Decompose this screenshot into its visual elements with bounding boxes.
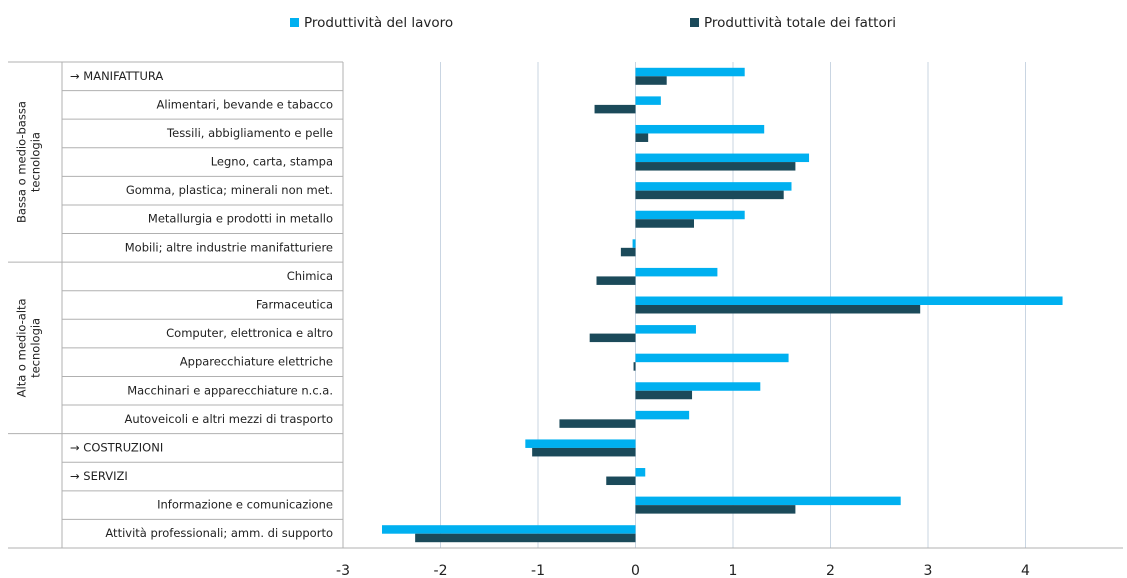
category-label: Autoveicoli e altri mezzi di trasporto [125, 412, 333, 426]
bar [596, 276, 636, 285]
bar [635, 267, 718, 277]
bar [632, 239, 636, 248]
bar [635, 496, 901, 506]
bar [525, 439, 636, 448]
legend-swatch [290, 18, 299, 27]
x-tick-label: 4 [1021, 563, 1030, 578]
bar [635, 296, 1063, 305]
bar [559, 419, 636, 428]
legend-label: Produttività totale dei fattori [704, 15, 896, 31]
bar [635, 505, 796, 514]
group-label: Bassa o medio-bassa [15, 101, 29, 223]
bar [635, 76, 667, 85]
group-label: Alta o medio-alta [15, 298, 29, 397]
category-label: Legno, carta, stampa [211, 155, 333, 169]
bar [635, 382, 761, 391]
group-label: tecnologia [29, 318, 43, 378]
bar [635, 390, 693, 400]
category-label: Gomma, plastica; minerali non met. [126, 183, 333, 197]
category-label: Apparecchiature elettriche [180, 355, 333, 369]
bar [635, 124, 765, 134]
bar [635, 305, 921, 314]
category-label: Attività professionali; amm. di supporto [105, 526, 333, 540]
bar [635, 190, 784, 200]
x-tick-label: -2 [434, 563, 448, 578]
bar [635, 325, 696, 334]
legend-swatch [690, 18, 699, 27]
bar [415, 533, 636, 543]
x-tick-label: -1 [531, 563, 545, 578]
bar [594, 104, 636, 114]
category-label: Mobili; altre industrie manifatturiere [125, 240, 333, 254]
category-label: Chimica [287, 269, 333, 283]
category-label: → COSTRUZIONI [70, 440, 163, 454]
bar [635, 219, 694, 228]
bar [620, 247, 636, 257]
bar [635, 468, 646, 477]
bar [532, 447, 636, 457]
x-tick-label: 3 [924, 563, 933, 578]
x-tick-label: -3 [336, 563, 350, 578]
category-label: Computer, elettronica e altro [166, 326, 333, 340]
bar [633, 362, 636, 371]
bar [635, 410, 690, 420]
bar [589, 333, 636, 343]
legend-label: Produttività del lavoro [304, 15, 453, 31]
x-tick-label: 2 [826, 563, 835, 578]
bar [635, 162, 796, 171]
category-label: Alimentari, bevande e tabacco [157, 97, 333, 111]
category-label: Farmaceutica [256, 298, 333, 312]
bar [635, 67, 745, 77]
category-label: Macchinari e apparecchiature n.c.a. [127, 383, 333, 397]
group-label: tecnologia [29, 132, 43, 192]
bar [606, 476, 636, 486]
category-label: → MANIFATTURA [70, 69, 163, 83]
x-tick-label: 0 [631, 563, 640, 578]
category-label: → SERVIZI [70, 469, 128, 483]
bar [635, 133, 649, 142]
bar [635, 153, 810, 163]
bar [635, 96, 661, 105]
category-label: Informazione e comunicazione [157, 498, 333, 512]
category-label: Tessili, abbigliamento e pelle [166, 126, 333, 140]
category-label: Metallurgia e prodotti in metallo [148, 212, 333, 226]
bar [635, 182, 792, 191]
bar [635, 353, 789, 363]
bar [635, 210, 745, 220]
x-tick-label: 1 [729, 563, 738, 578]
bar [382, 525, 636, 534]
